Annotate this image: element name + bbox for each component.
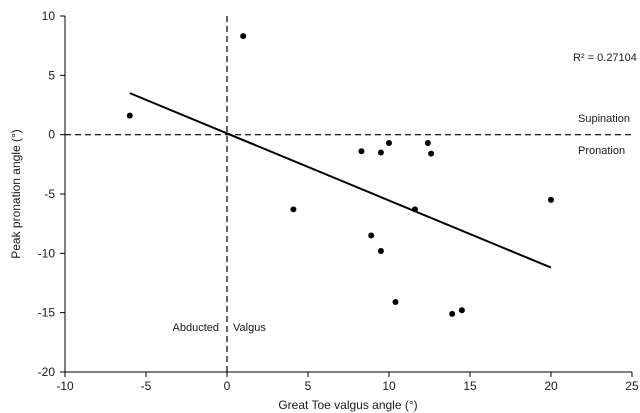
data-point [377,247,384,254]
pronation-label: Pronation [578,145,625,157]
data-point [290,206,297,213]
abducted-label: Abducted [173,322,219,334]
data-point [424,139,431,146]
data-point [386,139,392,146]
y-tick-label: -5 [44,187,55,201]
supination-label: Supination [578,113,630,125]
data-point [377,149,384,156]
data-points [126,33,554,317]
y-tick-label: 0 [48,128,55,142]
x-tick-label: 10 [382,379,396,393]
trendline [129,92,552,269]
x-axis-title: Great Toe valgus angle (°) [278,398,417,412]
r-squared-label: R² = 0.27104 [573,52,637,64]
valgus-label: Valgus [233,322,266,334]
y-tick-label: 10 [42,9,56,23]
y-tick-label: -10 [38,246,56,260]
data-point [428,150,435,157]
x-tick-label: 0 [224,379,231,393]
y-tick-label: 5 [48,68,55,82]
data-point [411,206,418,213]
x-tick-label: 20 [544,379,558,393]
x-tick-label: -5 [141,379,152,393]
data-point [240,33,247,40]
y-tick-label: -15 [38,306,56,320]
data-point [449,310,456,317]
data-point [126,112,133,119]
x-tick-label: -10 [56,379,74,393]
x-tick-label: 5 [305,379,312,393]
y-tick-label: -20 [38,365,56,379]
data-point [358,148,365,155]
reference-lines [65,16,632,372]
data-point [392,298,399,305]
x-tick-label: 25 [625,379,639,393]
trendline-group [129,92,552,269]
tick-labels: -10 -5 0 5 10 15 20 25 -20 -15 -10 -5 0 5 10 [38,9,639,393]
data-point [548,196,554,203]
tick-marks [60,15,633,377]
x-tick-label: 15 [463,379,477,393]
data-point [458,307,465,314]
y-axis-title: Peak pronation angle (°) [9,129,23,259]
data-point [368,232,375,239]
axes [64,16,632,373]
